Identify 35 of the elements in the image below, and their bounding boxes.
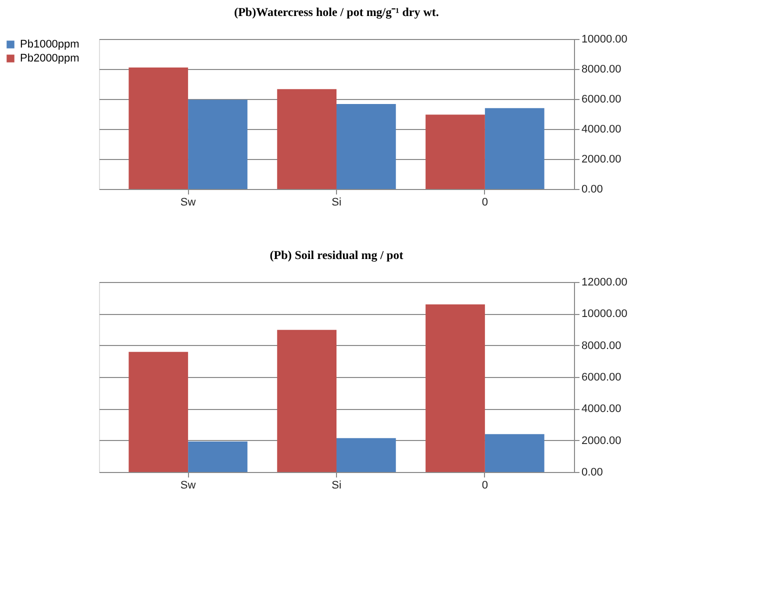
chart-title: (Pb)Watercress hole / pot mg/g⁻¹ dry wt. xyxy=(234,5,439,19)
y-tick-label: 4000.00 xyxy=(582,403,622,416)
y-tick-label: 10000.00 xyxy=(582,308,628,320)
y-tick-label: 12000.00 xyxy=(582,276,628,288)
x-tick-label: Si xyxy=(332,196,342,208)
bar xyxy=(188,100,248,189)
legend-label: Pb2000ppm xyxy=(20,52,80,64)
y-tick-label: 4000.00 xyxy=(582,124,622,136)
y-tick-label: 2000.00 xyxy=(582,434,622,447)
y-tick-label: 8000.00 xyxy=(582,340,622,352)
y-tick-label: 10000.00 xyxy=(582,34,628,46)
x-tick-label: Sw xyxy=(180,196,196,208)
x-tick-label: Sw xyxy=(180,480,196,492)
bar xyxy=(484,434,544,472)
y-tick-label: 6000.00 xyxy=(582,372,622,384)
x-tick-label: 0 xyxy=(482,480,488,492)
bar xyxy=(484,108,544,189)
bar xyxy=(277,89,336,189)
bar xyxy=(426,114,485,189)
bar xyxy=(426,304,485,472)
x-tick-label: 0 xyxy=(482,196,488,208)
bar xyxy=(277,330,336,472)
y-tick-label: 0.00 xyxy=(582,184,603,196)
bar xyxy=(128,68,188,189)
chart-title: (Pb) Soil residual mg / pot xyxy=(270,248,404,262)
bar xyxy=(188,441,248,472)
y-tick-label: 2000.00 xyxy=(582,154,622,166)
legend-label: Pb1000ppm xyxy=(20,38,80,50)
y-tick-label: 8000.00 xyxy=(582,64,622,76)
bar xyxy=(128,352,188,472)
y-tick-label: 6000.00 xyxy=(582,94,622,106)
bar xyxy=(336,438,396,472)
y-tick-label: 0.00 xyxy=(582,466,603,478)
bar xyxy=(336,104,396,189)
x-tick-label: Si xyxy=(332,480,342,492)
